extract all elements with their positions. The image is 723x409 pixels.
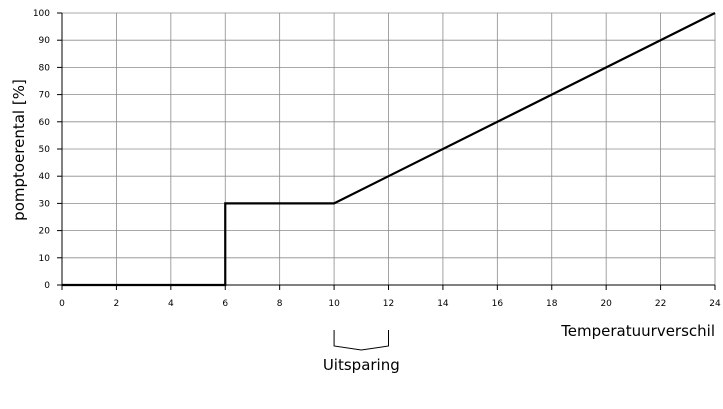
- x-tick-label: 8: [277, 299, 283, 309]
- y-tick-label: 0: [44, 281, 50, 291]
- x-tick-label: 24: [709, 299, 721, 309]
- x-tick-label: 16: [492, 299, 504, 309]
- annotation-uitsparing: Uitsparing: [323, 330, 400, 374]
- x-tick-label: 6: [222, 299, 228, 309]
- x-axis-label: Temperatuurverschil: [560, 322, 715, 340]
- x-tick-label: 4: [168, 299, 174, 309]
- y-tick-label: 60: [39, 118, 51, 128]
- y-tick-labels: 0 10 20 30 40 50 60 70 80 90 100: [33, 9, 50, 291]
- x-tick-label: 2: [114, 299, 120, 309]
- x-tick-label: 0: [59, 299, 65, 309]
- x-tick-labels: 0 2 4 6 8 10 12 14 16 18 20 22 24: [59, 299, 721, 309]
- x-tick-label: 10: [328, 299, 340, 309]
- y-tick-label: 90: [39, 36, 51, 46]
- x-tick-label: 18: [546, 299, 558, 309]
- x-tick-label: 12: [383, 299, 394, 309]
- x-tick-label: 22: [655, 299, 666, 309]
- y-tick-label: 20: [39, 227, 51, 237]
- y-tick-label: 30: [39, 199, 51, 209]
- x-tick-label: 14: [437, 299, 449, 309]
- y-axis-label: pomptoerental [%]: [10, 79, 28, 221]
- grid: [62, 12, 716, 285]
- y-tick-label: 80: [39, 63, 51, 73]
- series: [62, 12, 716, 287]
- y-tick-label: 100: [33, 9, 50, 19]
- y-tick-label: 10: [39, 254, 51, 264]
- annotation-bracket: [333, 330, 389, 351]
- y-tick-label: 50: [39, 145, 51, 155]
- annotation-label: Uitsparing: [323, 356, 400, 374]
- series-line: [62, 12, 716, 287]
- y-tick-label: 70: [39, 91, 51, 101]
- axes: [57, 12, 716, 290]
- x-tick-label: 20: [600, 299, 612, 309]
- y-tick-label: 40: [39, 172, 51, 182]
